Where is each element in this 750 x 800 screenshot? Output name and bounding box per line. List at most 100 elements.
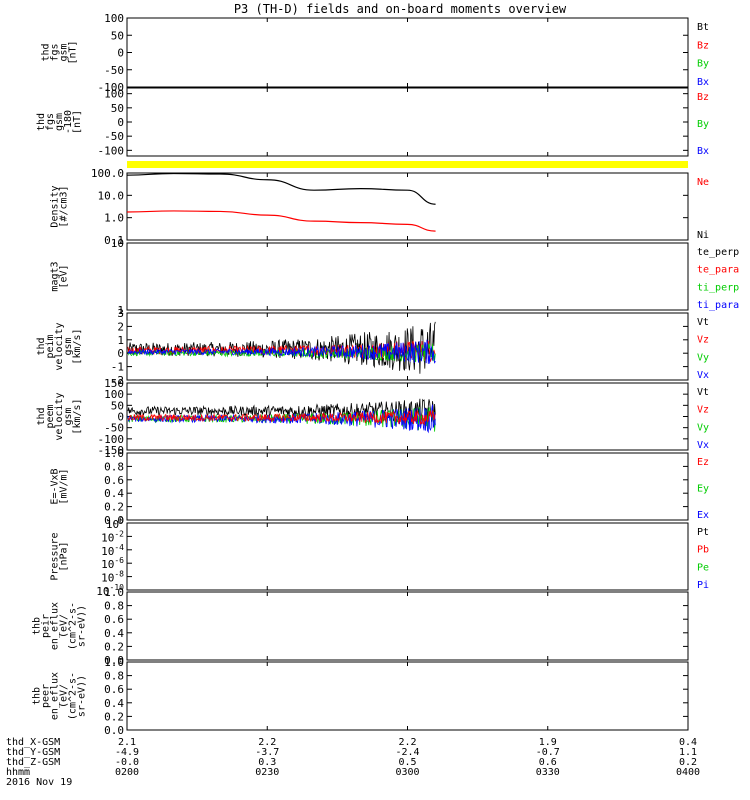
y-axis-label-line: gsm <box>54 113 65 131</box>
y-tick-label: -50 <box>104 64 124 77</box>
y-axis-label-line: [km/s] <box>72 398 83 434</box>
y-tick-label: -1 <box>111 361 124 374</box>
y-axis-label-line: gsm <box>63 407 74 425</box>
x-axis-value: 0400 <box>676 767 700 778</box>
series-peim-velocity-vx <box>127 339 436 364</box>
y-tick-label: 0.8 <box>104 600 124 613</box>
y-tick-label: -50 <box>104 130 124 143</box>
series-peem-velocity-vt <box>127 398 436 423</box>
x-axis-value: 1.9 <box>539 737 557 748</box>
legend-pe: Pe <box>697 562 709 573</box>
y-tick-label: 1 <box>117 334 124 347</box>
y-tick-label: 0.8 <box>104 460 124 473</box>
tick-exponent: -6 <box>114 556 124 565</box>
y-tick-label: 0.6 <box>104 613 124 626</box>
legend-by: By <box>697 119 709 130</box>
x-axis-value: 0230 <box>255 767 279 778</box>
panel-frame <box>126 522 689 591</box>
y-tick-label: 10 <box>111 237 124 250</box>
y-tick-label: 3 <box>117 307 124 320</box>
legend-bt: Bt <box>697 22 709 33</box>
x-axis-value: 0300 <box>395 767 419 778</box>
y-tick-label: 1.0 <box>104 212 124 225</box>
x-axis-date: 2016 Nov 19 <box>6 777 72 788</box>
panels: 100500-50-100thdfgsgsm[nT]BtBzByBx100500… <box>32 12 740 737</box>
y-tick-label: 0.4 <box>104 697 124 710</box>
y-tick-label: 0.4 <box>104 627 124 640</box>
series-density-ne <box>126 210 436 232</box>
y-axis-label-line: [nPa] <box>59 541 70 571</box>
legend-ne: Ne <box>697 177 709 188</box>
x-axis-value: 0330 <box>536 767 560 778</box>
y-tick-label: 2 <box>117 320 124 333</box>
y-axis-label-line: [km/s] <box>72 328 83 364</box>
y-axis-label-line: peer <box>41 684 52 708</box>
tick-exponent: -4 <box>114 543 124 552</box>
x-axis-value: 0.6 <box>539 757 557 768</box>
legend-pt: Pt <box>697 527 709 538</box>
y-axis-label-line: [#/cm3] <box>59 185 70 227</box>
legend-by: By <box>697 59 709 70</box>
panel-efield: 1.00.80.60.40.20.0 E=-VxB[mV/m] Ez Ey Ex <box>50 447 710 527</box>
panel-temperature: 10 1 magt3[eV] te_perp te_para ti_perp ti_para <box>50 237 740 317</box>
panel-frame <box>126 242 689 311</box>
y-axis-label-line: en_eflux <box>50 602 61 650</box>
y-tick-label: 50 <box>111 102 124 115</box>
panel-pressure: 10010-210-410-610-810-10Pressure[nPa]PtP… <box>50 516 710 598</box>
plot-title: P3 (TH-D) fields and on-board moments ov… <box>234 2 567 16</box>
y-tick-label: 100 <box>104 388 124 401</box>
legend-vt: Vt <box>697 387 709 398</box>
y-tick-label: -100 <box>98 81 125 94</box>
y-tick-label: 10-4 <box>101 543 124 558</box>
y-tick-label: -100 <box>98 144 125 157</box>
panel-frame <box>126 172 689 241</box>
y-axis-label-line: [nT] <box>72 110 83 134</box>
y-tick-label: 100.0 <box>91 167 124 180</box>
y-tick-label: 10-2 <box>101 529 124 544</box>
y-tick-label: 50 <box>111 399 124 412</box>
tick-base: 10 <box>101 545 114 558</box>
y-tick-label: 0 <box>117 47 124 60</box>
y-axis-label-line: peem <box>45 404 56 428</box>
series-peim-velocity-vy <box>127 342 436 363</box>
y-axis-label-line: sr-eV)) <box>77 675 88 717</box>
y-axis-label-line: thd <box>36 337 47 355</box>
legend-vz: Vz <box>697 335 709 346</box>
x-axis-row-label: thd_X-GSM <box>6 737 60 748</box>
y-tick-label: 0 <box>117 347 124 360</box>
legend-vx: Vx <box>697 440 709 451</box>
y-axis-label-line: (eV/ <box>59 684 70 708</box>
x-axis-value: -0.7 <box>536 747 560 758</box>
tick-base: 10 <box>101 531 114 544</box>
tick-exponent: -2 <box>114 529 124 538</box>
y-axis-label-line: peir <box>41 614 52 638</box>
y-axis-label-line: velocity <box>54 392 65 440</box>
y-axis-label-line: gsm <box>63 337 74 355</box>
tick-base: 10 <box>106 518 119 531</box>
legend-te-perp: te_perp <box>697 247 739 258</box>
y-axis-label-line: (cm^2-s- <box>68 672 79 720</box>
legend-ex: Ex <box>697 510 709 521</box>
y-axis-label-line: peim <box>45 334 56 358</box>
x-axis-value: 0200 <box>115 767 139 778</box>
y-tick-label: 0.1 <box>104 234 124 247</box>
y-tick-label: 0.0 <box>104 724 124 737</box>
legend-vx: Vx <box>697 370 709 381</box>
y-tick-label: 10-6 <box>101 556 124 571</box>
y-tick-label: 1.0 <box>104 656 124 669</box>
legend-pi: Pi <box>697 580 709 591</box>
panel-thb-peer-eflux: 1.00.80.60.40.20.0thbpeeren_eflux(eV/(cm… <box>32 656 689 737</box>
y-axis-label-line: sr-eV)) <box>77 605 88 647</box>
x-axis-value: 1.1 <box>679 747 697 758</box>
y-tick-label: 10.0 <box>98 189 125 202</box>
panel-frame <box>126 87 689 157</box>
y-tick-label: 0.0 <box>104 514 124 527</box>
y-tick-label: 0.6 <box>104 683 124 696</box>
y-axis-label-line: thd <box>36 407 47 425</box>
legend-te-para: te_para <box>697 265 739 276</box>
panel-frame <box>126 661 689 731</box>
y-tick-label: 150 <box>104 377 124 390</box>
y-tick-label: 100 <box>104 88 124 101</box>
x-axis-value: 0.5 <box>398 757 416 768</box>
